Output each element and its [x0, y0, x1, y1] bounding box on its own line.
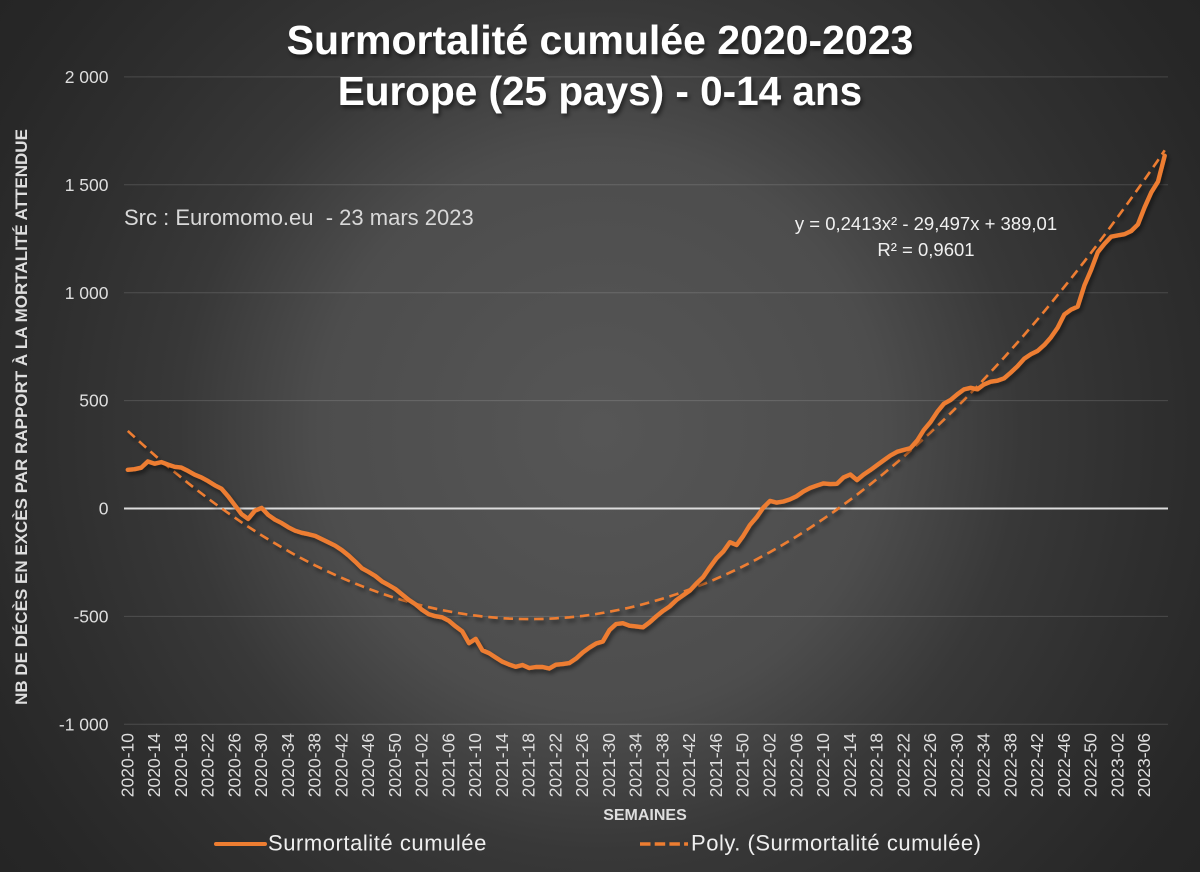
svg-text:Surmortalité cumulée 2020-2023: Surmortalité cumulée 2020-2023: [287, 17, 914, 63]
svg-text:SEMAINES: SEMAINES: [603, 807, 687, 824]
svg-text:1 000: 1 000: [65, 283, 109, 303]
svg-text:2021-34: 2021-34: [626, 733, 646, 797]
svg-text:2021-50: 2021-50: [733, 733, 753, 797]
svg-text:2021-02: 2021-02: [412, 733, 432, 797]
svg-text:2022-22: 2022-22: [893, 733, 913, 797]
svg-text:2020-34: 2020-34: [278, 733, 298, 797]
svg-text:2 000: 2 000: [65, 67, 109, 87]
svg-text:2022-26: 2022-26: [920, 733, 940, 797]
svg-text:2022-46: 2022-46: [1054, 733, 1074, 797]
svg-text:2023-06: 2023-06: [1134, 733, 1154, 797]
svg-text:2022-38: 2022-38: [1000, 733, 1020, 797]
svg-text:2022-10: 2022-10: [813, 733, 833, 797]
svg-text:2021-30: 2021-30: [599, 733, 619, 797]
svg-text:2020-10: 2020-10: [117, 733, 137, 797]
svg-text:2021-22: 2021-22: [545, 733, 565, 797]
svg-text:Europe (25 pays) - 0-14 ans: Europe (25 pays) - 0-14 ans: [338, 68, 862, 114]
svg-text:Poly. (Surmortalité cumulée): Poly. (Surmortalité cumulée): [691, 831, 981, 856]
svg-text:0: 0: [99, 499, 109, 519]
svg-text:2020-30: 2020-30: [251, 733, 271, 797]
svg-text:NB DE DÉCÈS EN EXCÈS PAR RAPPO: NB DE DÉCÈS EN EXCÈS PAR RAPPORT À LA MO…: [12, 129, 31, 705]
svg-text:2020-18: 2020-18: [171, 733, 191, 797]
svg-text:2020-14: 2020-14: [144, 733, 164, 797]
svg-text:2021-46: 2021-46: [706, 733, 726, 797]
svg-text:2021-42: 2021-42: [679, 733, 699, 797]
svg-text:2022-42: 2022-42: [1027, 733, 1047, 797]
svg-text:1 500: 1 500: [65, 175, 109, 195]
svg-text:-500: -500: [73, 607, 108, 627]
svg-text:2020-42: 2020-42: [331, 733, 351, 797]
svg-text:2022-06: 2022-06: [786, 733, 806, 797]
svg-text:2020-38: 2020-38: [305, 733, 325, 797]
svg-text:Src : Euromomo.eu - 23 mars 2: Src : Euromomo.eu - 23 mars 2023: [124, 205, 474, 230]
svg-text:2021-14: 2021-14: [492, 733, 512, 797]
svg-text:2022-50: 2022-50: [1081, 733, 1101, 797]
svg-text:Surmortalité cumulée: Surmortalité cumulée: [268, 831, 487, 856]
svg-text:2021-10: 2021-10: [465, 733, 485, 797]
svg-text:2020-46: 2020-46: [358, 733, 378, 797]
svg-text:2021-06: 2021-06: [438, 733, 458, 797]
svg-text:2020-26: 2020-26: [224, 733, 244, 797]
svg-text:2021-26: 2021-26: [572, 733, 592, 797]
svg-text:2021-18: 2021-18: [519, 733, 539, 797]
svg-text:-1 000: -1 000: [59, 714, 109, 734]
svg-text:2021-38: 2021-38: [653, 733, 673, 797]
svg-text:R² = 0,9601: R² = 0,9601: [877, 239, 974, 260]
svg-text:2022-02: 2022-02: [760, 733, 780, 797]
svg-text:2022-14: 2022-14: [840, 733, 860, 797]
svg-text:2022-30: 2022-30: [947, 733, 967, 797]
svg-text:500: 500: [79, 391, 108, 411]
svg-text:y = 0,2413x² - 29,497x + 389,0: y = 0,2413x² - 29,497x + 389,01: [795, 213, 1057, 234]
svg-text:2020-22: 2020-22: [198, 733, 218, 797]
svg-text:2020-50: 2020-50: [385, 733, 405, 797]
svg-text:2022-18: 2022-18: [867, 733, 887, 797]
svg-text:2023-02: 2023-02: [1107, 733, 1127, 797]
svg-text:2022-34: 2022-34: [974, 733, 994, 797]
